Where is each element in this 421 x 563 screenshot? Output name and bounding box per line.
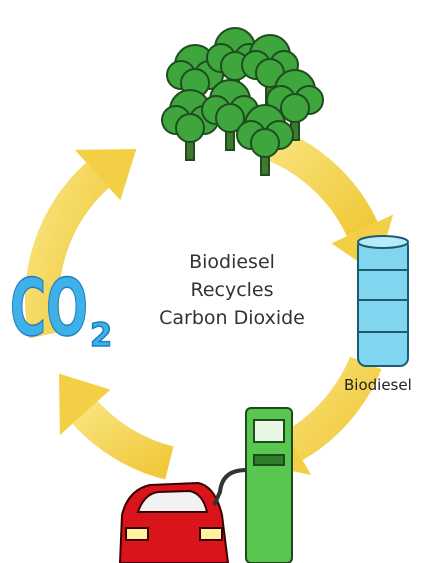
fuel-pump [212, 407, 293, 563]
tree-crown [215, 103, 245, 133]
arrow-body [25, 162, 110, 339]
center-line: Recycles [190, 279, 273, 301]
center-line: Biodiesel [189, 251, 275, 273]
trees [161, 27, 324, 176]
tree-crown [250, 128, 280, 158]
arrow-body [72, 400, 174, 480]
co2-subscript: 2 [90, 316, 112, 354]
co2-label: CO [10, 264, 88, 354]
barrel-label: Biodiesel [344, 376, 412, 394]
center-text: Biodiesel Recycles Carbon Dioxide [159, 251, 305, 329]
arrow-body [266, 128, 378, 237]
tree-crown [175, 113, 205, 143]
arrow-body [285, 356, 382, 461]
arrow-head [74, 149, 137, 201]
barrel [357, 235, 409, 367]
car [118, 481, 230, 563]
center-line: Carbon Dioxide [159, 307, 305, 329]
arrow-head [59, 373, 111, 436]
tree-crown [280, 93, 310, 123]
